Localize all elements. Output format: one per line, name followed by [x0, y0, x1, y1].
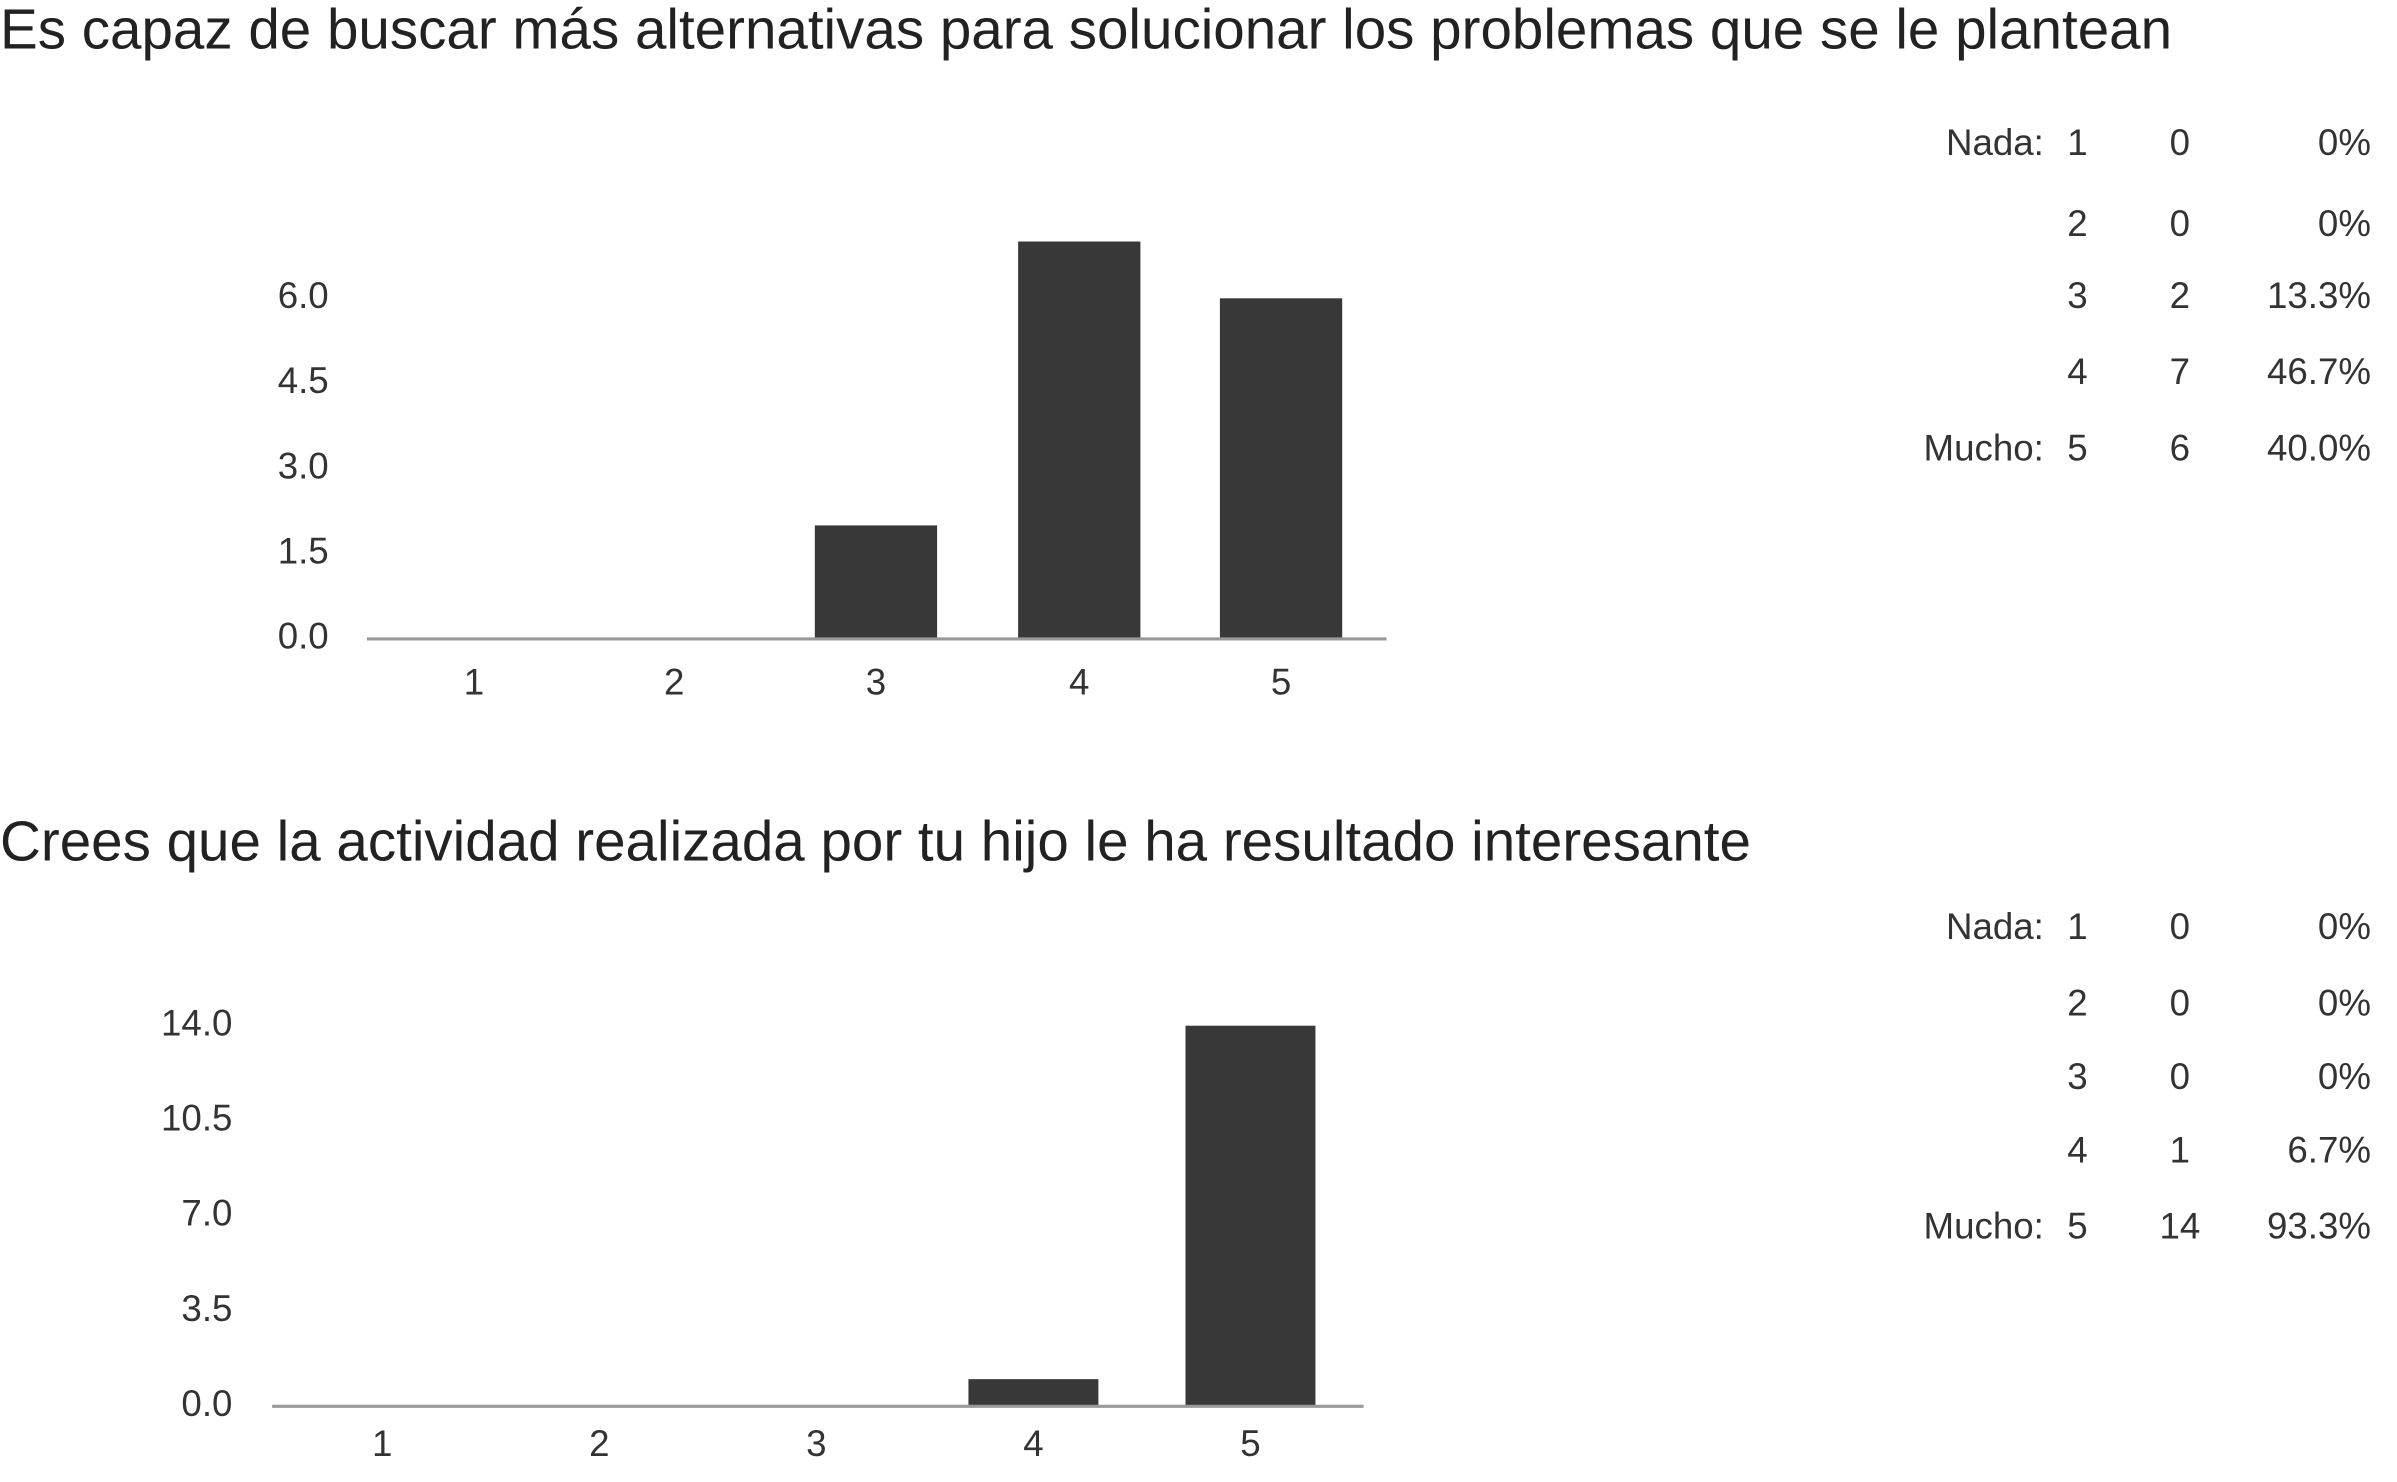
- scale-value: 5: [2067, 1206, 2087, 1247]
- percent: 0%: [2318, 122, 2371, 163]
- count: 6: [2170, 428, 2190, 469]
- x-tick-label: 4: [1023, 1423, 1043, 1464]
- x-tick-label: 2: [664, 662, 684, 703]
- y-tick-label: 14.0: [161, 1002, 232, 1043]
- y-tick-label: 3.0: [278, 445, 329, 486]
- percent: 93.3%: [2267, 1206, 2371, 1247]
- x-tick-label: 4: [1069, 662, 1089, 703]
- bar: [1018, 241, 1141, 639]
- y-tick-label: 0.0: [181, 1383, 232, 1424]
- y-tick-label: 3.5: [181, 1288, 232, 1329]
- row-label: Nada:: [1946, 906, 2044, 947]
- percent: 0%: [2318, 983, 2371, 1024]
- chart-title: Crees que la actividad realizada por tu …: [0, 809, 1751, 872]
- scale-value: 3: [2067, 1056, 2087, 1097]
- count: 2: [2170, 275, 2190, 316]
- count: 0: [2170, 906, 2190, 947]
- row-label: Mucho:: [1924, 428, 2044, 469]
- x-tick-label: 5: [1271, 662, 1291, 703]
- percent: 6.7%: [2287, 1129, 2371, 1170]
- x-tick-label: 5: [1240, 1423, 1260, 1464]
- x-tick-label: 3: [806, 1423, 826, 1464]
- percent: 40.0%: [2267, 428, 2371, 469]
- row-label: Nada:: [1946, 122, 2044, 163]
- chart-title: Es capaz de buscar más alternativas para…: [0, 0, 2172, 61]
- bar: [814, 525, 938, 639]
- y-tick-label: 6.0: [278, 275, 329, 316]
- scale-value: 1: [2067, 906, 2087, 947]
- scale-value: 1: [2067, 122, 2087, 163]
- scale-value: 2: [2067, 203, 2087, 244]
- percent: 0%: [2318, 203, 2371, 244]
- x-tick-label: 3: [866, 662, 886, 703]
- y-tick-label: 7.0: [181, 1193, 232, 1234]
- scale-value: 5: [2067, 428, 2087, 469]
- scale-value: 2: [2067, 983, 2087, 1024]
- y-tick-label: 10.5: [161, 1098, 232, 1139]
- percent: 13.3%: [2267, 275, 2371, 316]
- x-tick-label: 1: [464, 662, 484, 703]
- count: 0: [2170, 1056, 2190, 1097]
- x-tick-label: 2: [589, 1423, 609, 1464]
- count: 0: [2170, 122, 2190, 163]
- row-label: Mucho:: [1924, 1206, 2044, 1247]
- percent: 46.7%: [2267, 351, 2371, 392]
- count: 0: [2170, 983, 2190, 1024]
- y-tick-label: 4.5: [278, 360, 329, 401]
- bar: [968, 1379, 1099, 1407]
- count: 7: [2170, 351, 2190, 392]
- y-tick-label: 0.0: [278, 616, 329, 657]
- scale-value: 4: [2067, 351, 2087, 392]
- scale-value: 4: [2067, 1129, 2087, 1170]
- bar: [1185, 1025, 1316, 1407]
- count: 0: [2170, 203, 2190, 244]
- count: 1: [2170, 1129, 2190, 1170]
- percent: 0%: [2318, 1056, 2371, 1097]
- percent: 0%: [2318, 906, 2371, 947]
- bar: [1219, 298, 1343, 639]
- x-tick-label: 1: [372, 1423, 392, 1464]
- scale-value: 3: [2067, 275, 2087, 316]
- count: 14: [2159, 1206, 2200, 1247]
- y-tick-label: 1.5: [278, 530, 329, 571]
